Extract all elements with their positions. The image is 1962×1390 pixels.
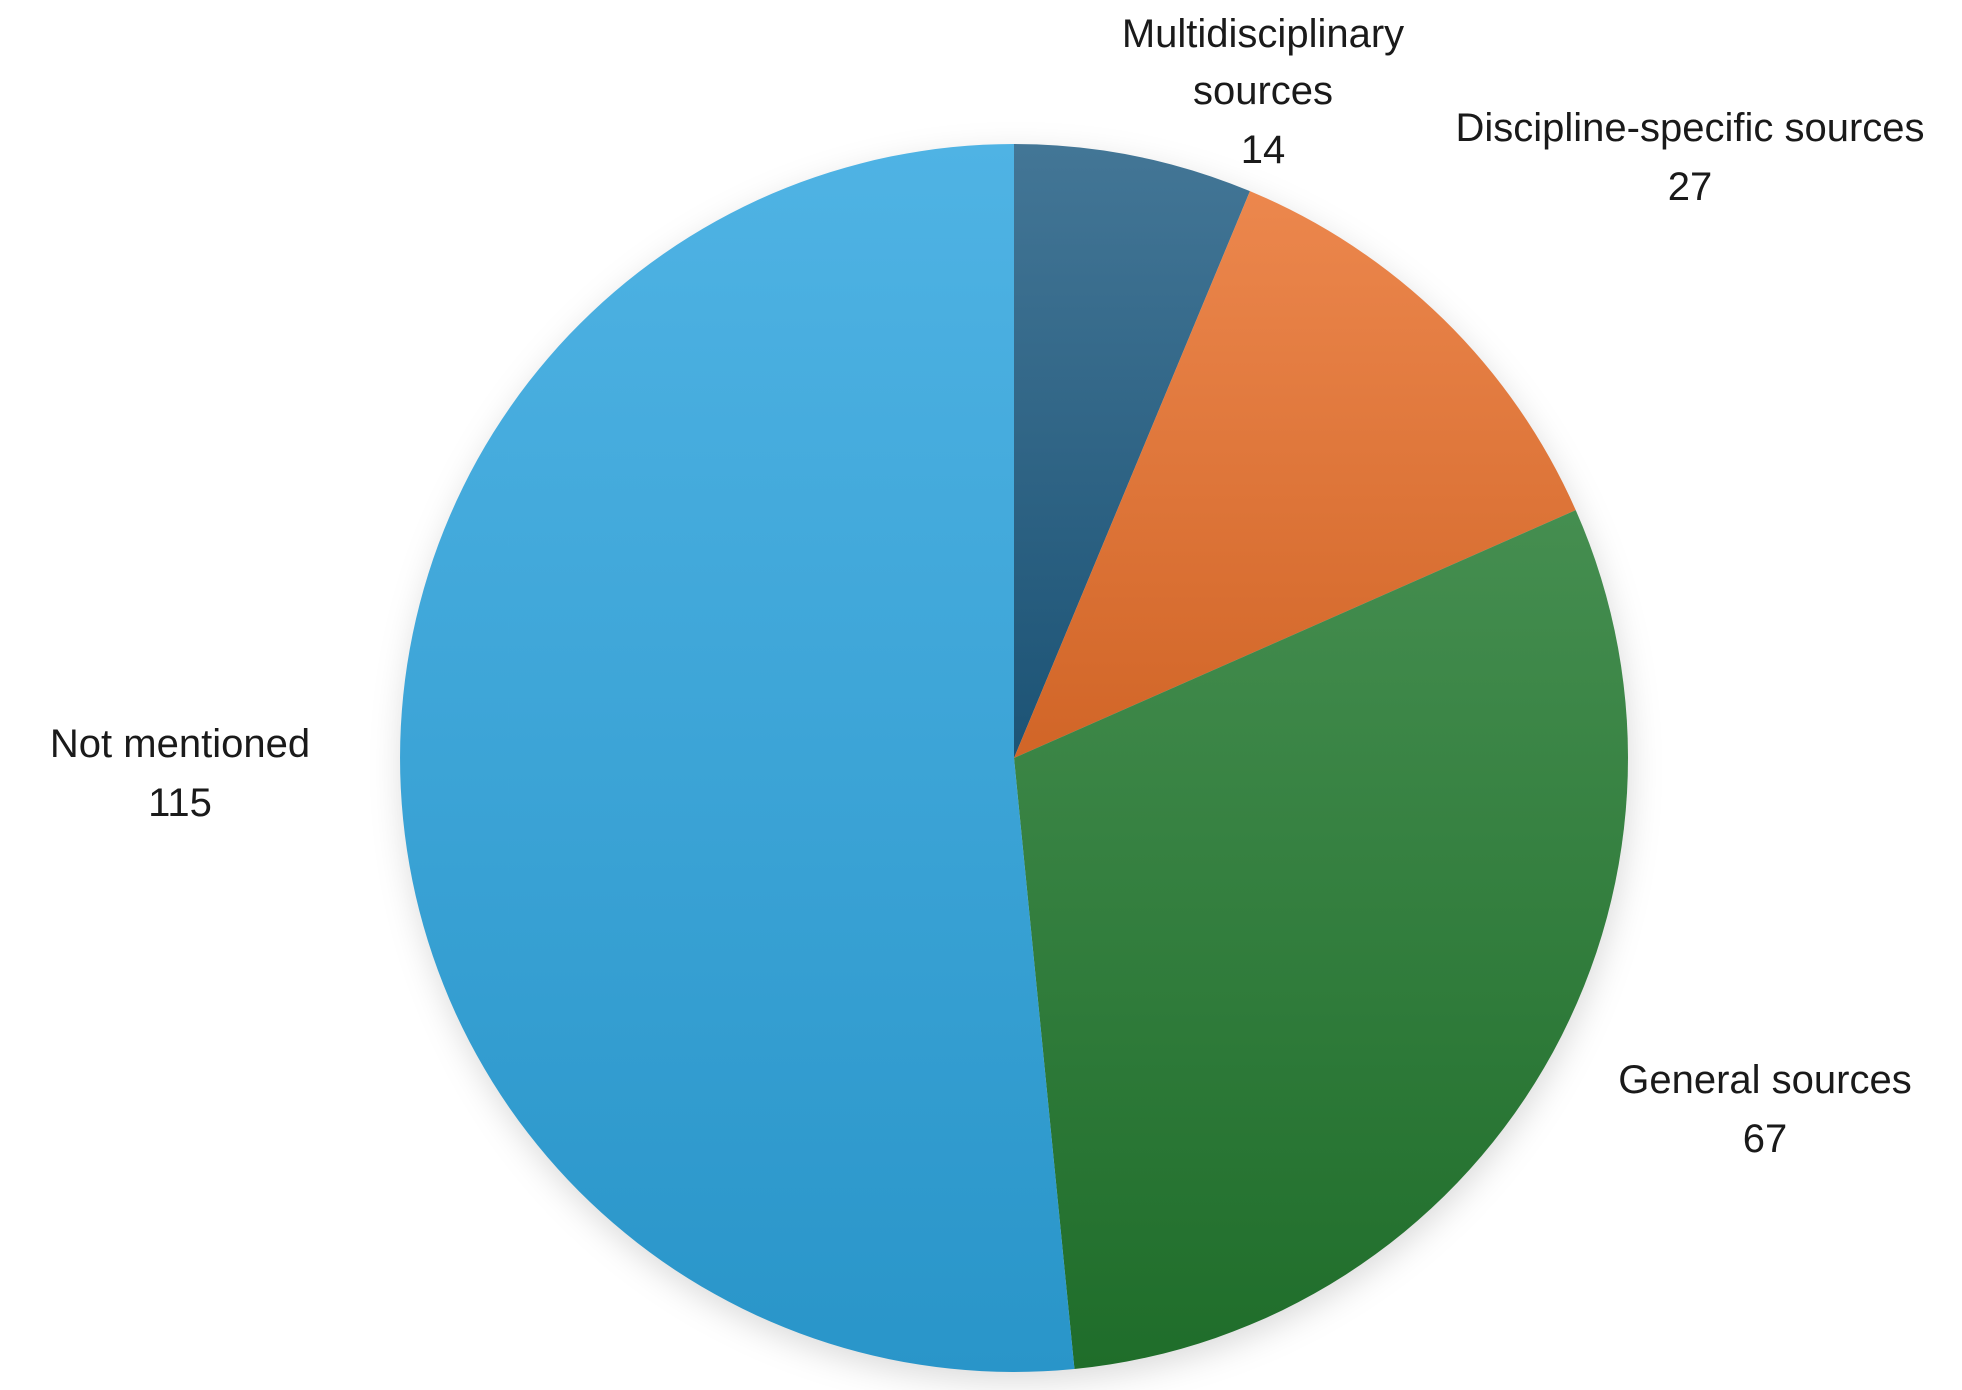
slice-label-not-mentioned: Not mentioned 115 <box>0 716 360 832</box>
slice-label-discipline-specific-sources: Discipline-specific sources 27 <box>1455 100 1925 216</box>
slice-label-value: 115 <box>148 780 212 825</box>
slice-label-name: Multidisciplinary sources <box>1121 12 1405 113</box>
pie-slice-general-sources <box>1014 510 1628 1370</box>
slice-label-value: 14 <box>1240 127 1286 172</box>
pie-slice-multidisciplinary-sources <box>1014 144 1250 758</box>
pie-slice-not-mentioned <box>400 144 1075 1372</box>
slice-label-value: 27 <box>1667 164 1713 209</box>
slice-label-name: Discipline-specific sources <box>1455 106 1925 150</box>
slice-label-name: General sources <box>1618 1058 1912 1102</box>
slice-label-general-sources: General sources 67 <box>1570 1052 1960 1168</box>
pie-slice-discipline-specific-sources <box>1014 191 1576 758</box>
slice-label-name: Not mentioned <box>49 722 311 766</box>
slice-label-value: 67 <box>1742 1116 1788 1161</box>
slice-label-multidisciplinary-sources: Multidisciplinary sources 14 <box>1053 6 1473 178</box>
